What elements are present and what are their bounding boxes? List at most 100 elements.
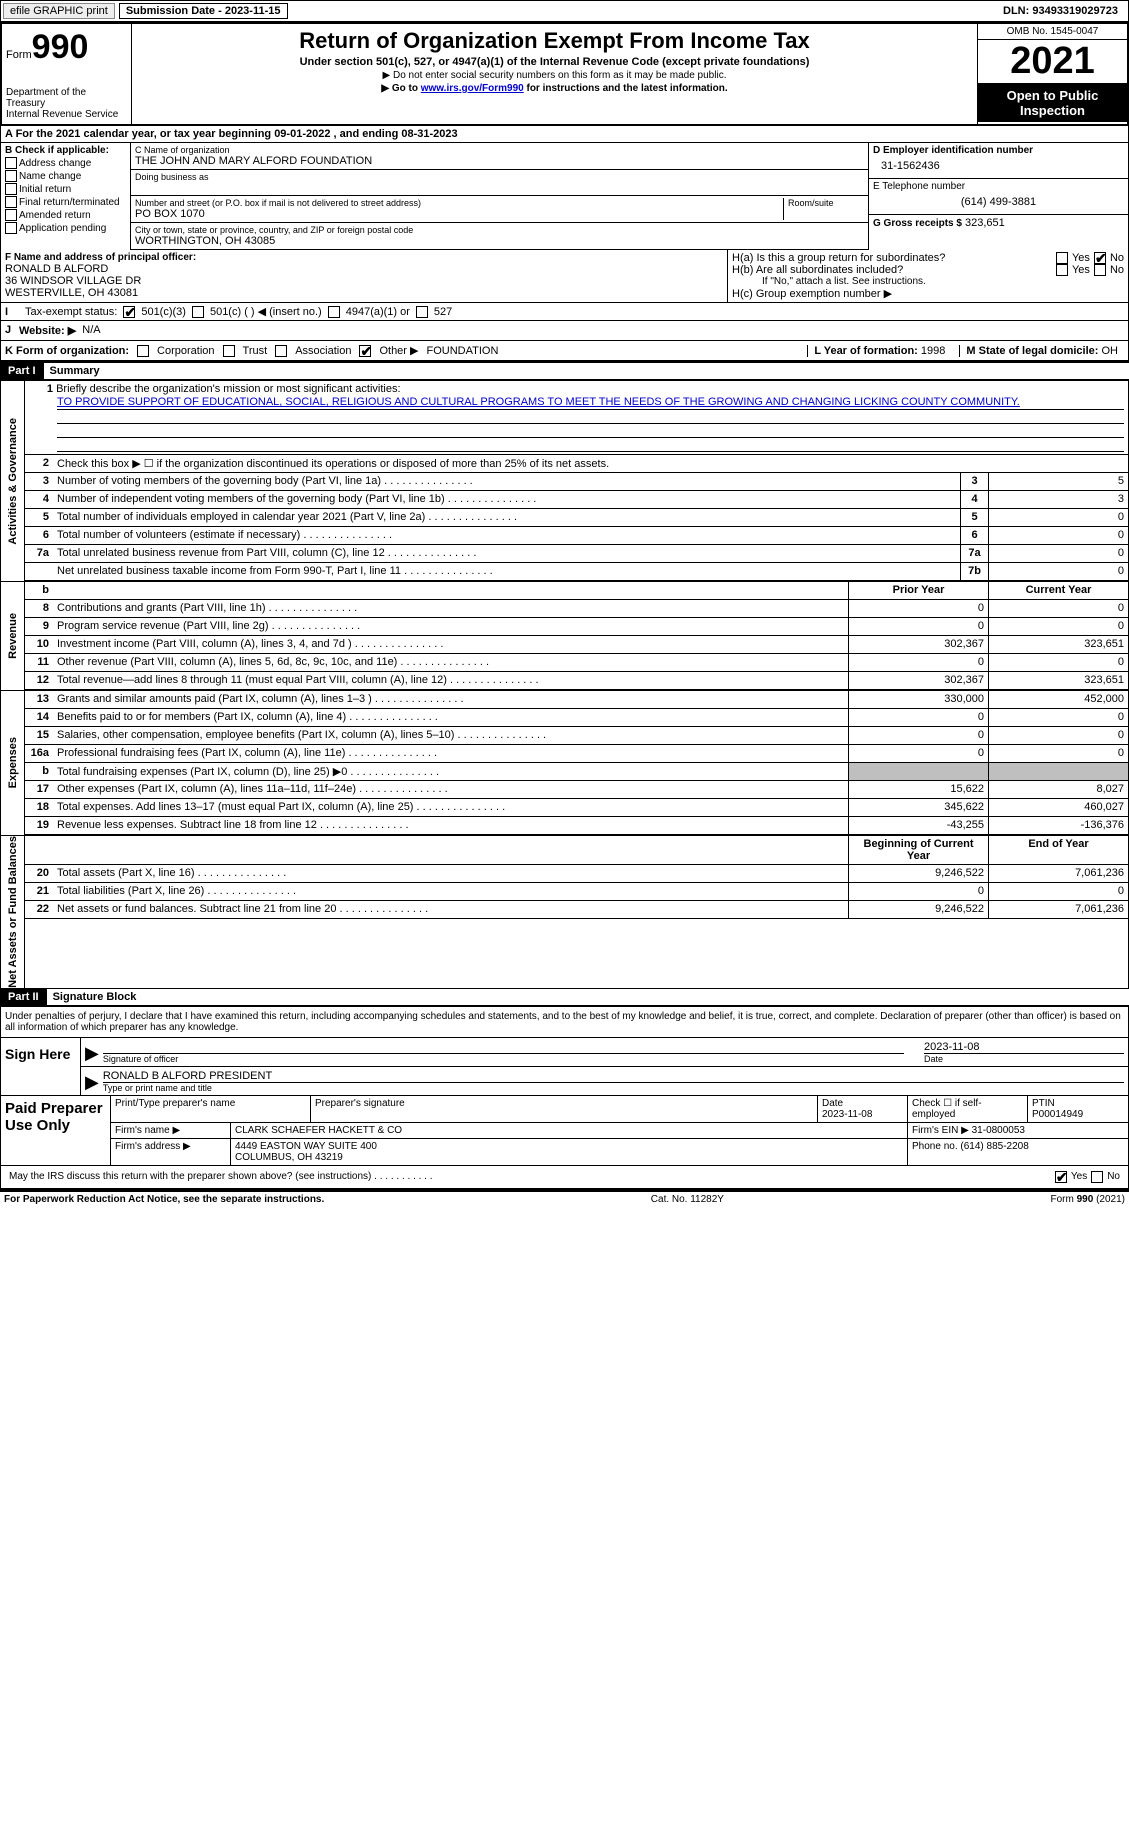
arrow-icon: ▶	[85, 1043, 99, 1064]
city-label: City or town, state or province, country…	[135, 225, 864, 235]
ha-no-check[interactable]	[1094, 252, 1106, 264]
top-toolbar: efile GRAPHIC print Submission Date - 20…	[0, 0, 1129, 22]
self-employed-check[interactable]: Check ☐ if self-employed	[908, 1096, 1028, 1122]
check-527[interactable]	[416, 306, 428, 318]
tax-period: A For the 2021 calendar year, or tax yea…	[1, 126, 1128, 143]
check-final-return[interactable]: Final return/terminated	[5, 196, 126, 208]
website-value: N/A	[82, 324, 100, 337]
efile-print-button[interactable]: efile GRAPHIC print	[3, 3, 115, 19]
check-amended-return[interactable]: Amended return	[5, 209, 126, 221]
website-label: Website: ▶	[19, 324, 76, 337]
check-501c3[interactable]	[123, 306, 135, 318]
part2-header-row: Part II Signature Block	[0, 989, 1129, 1006]
check-initial-return[interactable]: Initial return	[5, 183, 126, 195]
summary-row: 5Total number of individuals employed in…	[25, 509, 1128, 527]
tax-status-label: Tax-exempt status:	[25, 306, 117, 318]
527-label: 527	[434, 306, 452, 318]
dba-label: Doing business as	[135, 172, 864, 182]
m-value: OH	[1102, 345, 1119, 357]
discuss-no-check[interactable]	[1091, 1171, 1103, 1183]
prep-name-label: Print/Type preparer's name	[111, 1096, 311, 1122]
header-left: Form990 Department of the Treasury Inter…	[2, 24, 132, 124]
row-j-website: J Website: ▶ N/A	[1, 321, 1128, 341]
yes-label: Yes	[1072, 252, 1090, 264]
summary-row: 16aProfessional fundraising fees (Part I…	[25, 745, 1128, 763]
summary-row: 21Total liabilities (Part X, line 26) 00	[25, 883, 1128, 901]
firm-addr1: 4449 EASTON WAY SUITE 400	[235, 1141, 903, 1152]
firm-phone-label: Phone no.	[912, 1141, 958, 1152]
summary-row: 9Program service revenue (Part VIII, lin…	[25, 618, 1128, 636]
sign-here-label: Sign Here	[1, 1038, 81, 1095]
ha-yes-check[interactable]	[1056, 252, 1068, 264]
501c3-label: 501(c)(3)	[141, 306, 186, 318]
ein-value: 31-1562436	[873, 156, 1124, 176]
part2-title: Signature Block	[47, 989, 143, 1005]
tab-net-assets: Net Assets or Fund Balances	[1, 836, 25, 988]
row-f-h: F Name and address of principal officer:…	[1, 250, 1128, 303]
tab-revenue: Revenue	[1, 582, 25, 690]
paperwork-notice: For Paperwork Reduction Act Notice, see …	[4, 1194, 324, 1205]
summary-row: 17Other expenses (Part IX, column (A), l…	[25, 781, 1128, 799]
check-application-pending[interactable]: Application pending	[5, 222, 126, 234]
form-footer: Form 990 (2021)	[1051, 1194, 1125, 1205]
ha-label: H(a) Is this a group return for subordin…	[732, 252, 1052, 264]
tax-year: 2021	[978, 40, 1127, 84]
hb-yes-check[interactable]	[1056, 264, 1068, 276]
check-association[interactable]	[275, 345, 287, 357]
m-label: M State of legal domicile:	[966, 345, 1098, 357]
firm-ein: 31-0800053	[972, 1125, 1025, 1136]
firm-addr2: COLUMBUS, OH 43219	[235, 1152, 903, 1163]
name-title-label: Type or print name and title	[103, 1083, 1124, 1093]
assoc-label: Association	[295, 345, 351, 357]
check-4947[interactable]	[328, 306, 340, 318]
hb-label: H(b) Are all subordinates included?	[732, 264, 1052, 276]
summary-row: 10Investment income (Part VIII, column (…	[25, 636, 1128, 654]
summary-row: 6Total number of volunteers (estimate if…	[25, 527, 1128, 545]
trust-label: Trust	[243, 345, 268, 357]
ssn-note: ▶ Do not enter social security numbers o…	[140, 70, 969, 81]
dln-label: DLN: 93493319029723	[1003, 5, 1126, 17]
f-addr1: 36 WINDSOR VILLAGE DR	[5, 275, 723, 287]
row-i-tax-status: I Tax-exempt status: 501(c)(3) 501(c) ( …	[1, 303, 1128, 321]
summary-row: 3Number of voting members of the governi…	[25, 473, 1128, 491]
no-label: No	[1110, 252, 1124, 264]
corp-label: Corporation	[157, 345, 214, 357]
discuss-yes-check[interactable]	[1055, 1171, 1067, 1183]
irs-form990-link[interactable]: www.irs.gov/Form990	[421, 83, 524, 94]
check-corporation[interactable]	[137, 345, 149, 357]
paid-preparer-label: Paid Preparer Use Only	[1, 1096, 111, 1165]
check-501c[interactable]	[192, 306, 204, 318]
tel-label: E Telephone number	[873, 181, 1124, 192]
check-other[interactable]	[359, 345, 371, 357]
tab-activities-governance: Activities & Governance	[1, 381, 25, 581]
hb-no-check[interactable]	[1094, 264, 1106, 276]
form-title: Return of Organization Exempt From Incom…	[140, 28, 969, 54]
yes-label2: Yes	[1072, 264, 1090, 276]
check-address-change[interactable]: Address change	[5, 157, 126, 169]
officer-name-title: RONALD B ALFORD PRESIDENT	[103, 1070, 1124, 1083]
hb-note: If "No," attach a list. See instructions…	[732, 276, 1124, 287]
check-name-change[interactable]: Name change	[5, 170, 126, 182]
f-name: RONALD B ALFORD	[5, 263, 723, 275]
prep-date: 2023-11-08	[822, 1109, 872, 1120]
city-value: WORTHINGTON, OH 43085	[135, 235, 864, 247]
summary-row: 8Contributions and grants (Part VIII, li…	[25, 600, 1128, 618]
line2-text: Check this box ▶ ☐ if the organization d…	[53, 455, 1128, 472]
goto-post: for instructions and the latest informat…	[524, 83, 728, 94]
firm-phone: (614) 885-2208	[960, 1141, 1028, 1152]
sig-officer-label: Signature of officer	[103, 1054, 904, 1064]
column-b-checkboxes: B Check if applicable: Address change Na…	[1, 143, 131, 250]
signature-block: Under penalties of perjury, I declare th…	[0, 1006, 1129, 1190]
firm-name-label: Firm's name ▶	[111, 1123, 231, 1138]
form-subtitle: Under section 501(c), 527, or 4947(a)(1)…	[140, 56, 969, 68]
check-trust[interactable]	[223, 345, 235, 357]
col-current-year: Current Year	[988, 582, 1128, 599]
footer: For Paperwork Reduction Act Notice, see …	[0, 1190, 1129, 1207]
summary-row: Net unrelated business taxable income fr…	[25, 563, 1128, 581]
other-label: Other ▶	[379, 344, 418, 357]
l-label: L Year of formation:	[814, 345, 918, 357]
form-label: Form	[6, 49, 32, 61]
summary-row: 19Revenue less expenses. Subtract line 1…	[25, 817, 1128, 835]
form-header: Form990 Department of the Treasury Inter…	[0, 22, 1129, 126]
ptin-label: PTIN	[1032, 1098, 1124, 1109]
